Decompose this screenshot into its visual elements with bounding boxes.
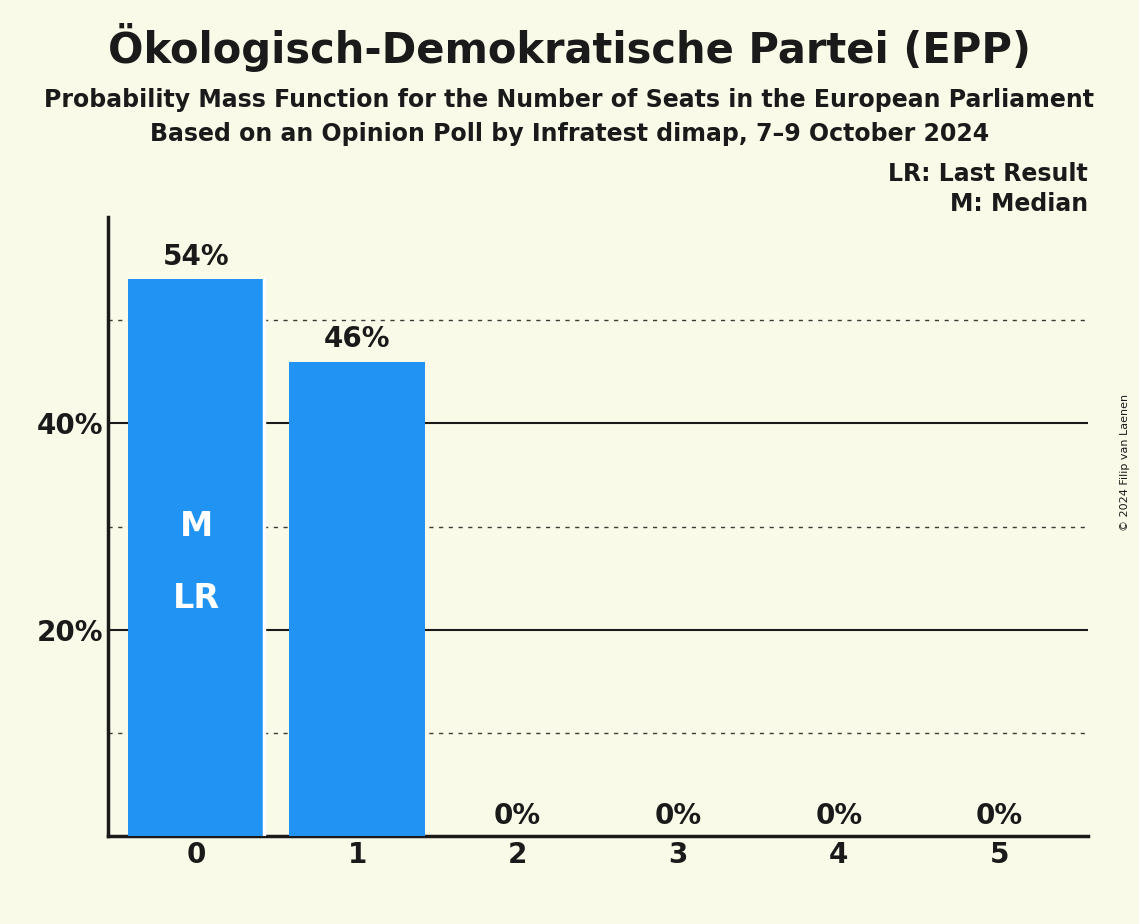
Text: 0%: 0% bbox=[976, 802, 1023, 830]
Text: 46%: 46% bbox=[323, 325, 391, 353]
Text: Probability Mass Function for the Number of Seats in the European Parliament: Probability Mass Function for the Number… bbox=[44, 88, 1095, 112]
Text: Ökologisch-Demokratische Partei (EPP): Ökologisch-Demokratische Partei (EPP) bbox=[108, 23, 1031, 72]
Text: M: Median: M: Median bbox=[950, 192, 1088, 216]
Text: 0%: 0% bbox=[816, 802, 862, 830]
Bar bbox=[129, 279, 264, 836]
Text: Based on an Opinion Poll by Infratest dimap, 7–9 October 2024: Based on an Opinion Poll by Infratest di… bbox=[150, 122, 989, 146]
Text: M: M bbox=[180, 510, 213, 543]
Text: 0%: 0% bbox=[494, 802, 541, 830]
Bar bbox=[289, 361, 425, 836]
Text: 0%: 0% bbox=[655, 802, 702, 830]
Text: 54%: 54% bbox=[163, 243, 230, 271]
Text: © 2024 Filip van Laenen: © 2024 Filip van Laenen bbox=[1120, 394, 1130, 530]
Text: LR: Last Result: LR: Last Result bbox=[888, 162, 1088, 186]
Text: LR: LR bbox=[173, 582, 220, 615]
